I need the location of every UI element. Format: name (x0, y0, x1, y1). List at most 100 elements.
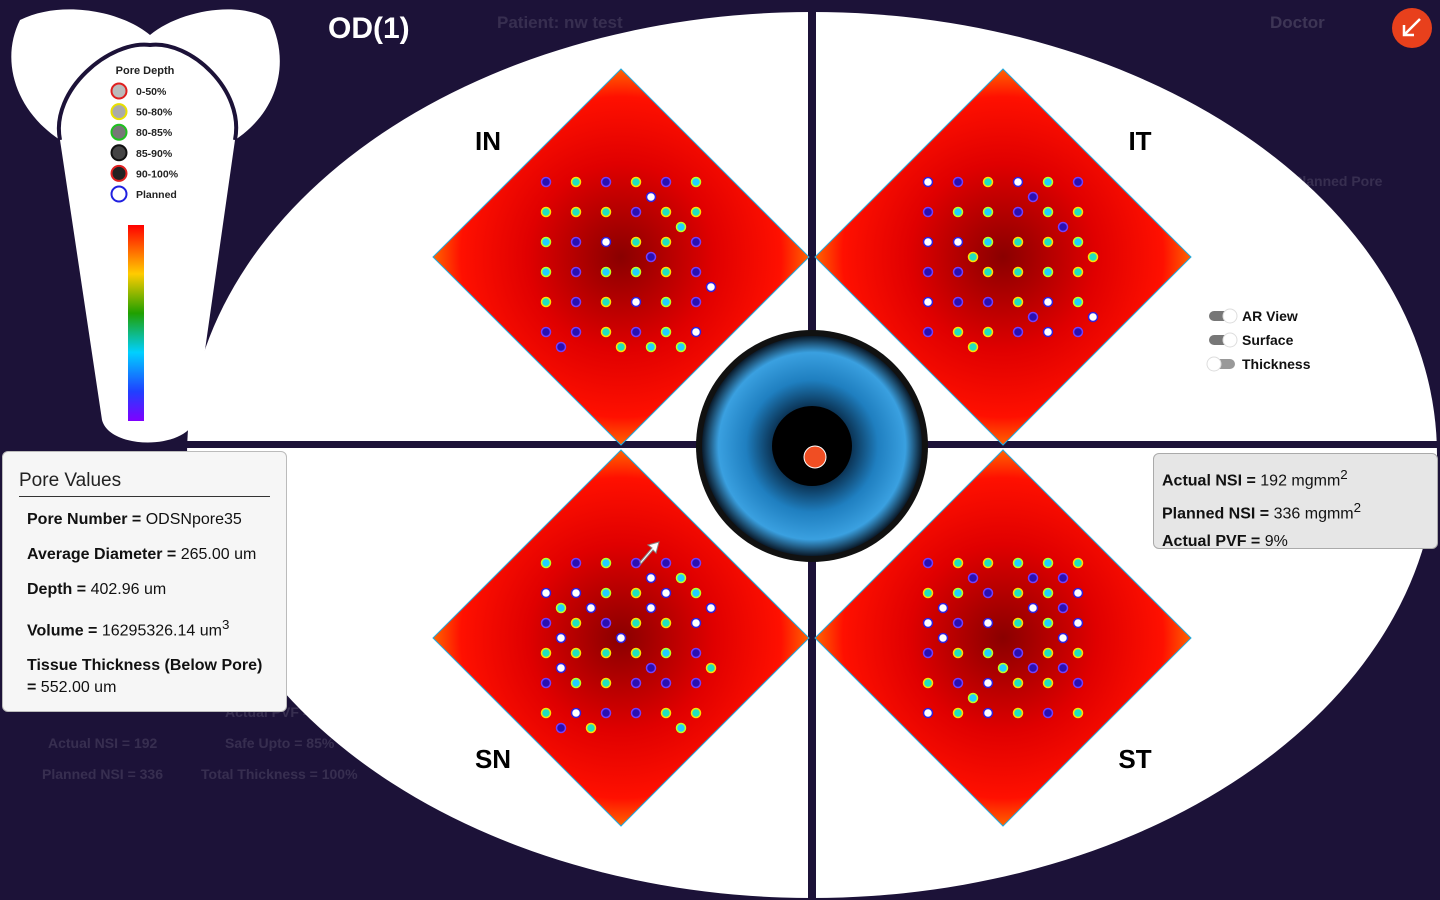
pore[interactable] (982, 266, 994, 278)
pore[interactable] (1072, 677, 1084, 689)
pore[interactable] (1072, 617, 1084, 629)
pore[interactable] (660, 617, 672, 629)
pore[interactable] (540, 326, 552, 338)
pore[interactable] (922, 266, 934, 278)
pore[interactable] (555, 341, 567, 353)
pore[interactable] (922, 677, 934, 689)
pore[interactable] (645, 251, 657, 263)
pore[interactable] (570, 206, 582, 218)
pore[interactable] (1012, 266, 1024, 278)
pore[interactable] (982, 236, 994, 248)
pore[interactable] (555, 632, 567, 644)
pore[interactable] (952, 587, 964, 599)
pore[interactable] (645, 572, 657, 584)
pore[interactable] (555, 602, 567, 614)
pore[interactable] (1012, 587, 1024, 599)
pore[interactable] (660, 206, 672, 218)
pore[interactable] (690, 677, 702, 689)
pore[interactable] (570, 236, 582, 248)
pore[interactable] (922, 176, 934, 188)
pore[interactable] (615, 632, 627, 644)
pore[interactable] (952, 557, 964, 569)
pore[interactable] (922, 557, 934, 569)
pore[interactable] (675, 722, 687, 734)
pore[interactable] (1072, 707, 1084, 719)
pore[interactable] (1012, 677, 1024, 689)
pore[interactable] (540, 617, 552, 629)
pore[interactable] (570, 587, 582, 599)
pore[interactable] (1012, 557, 1024, 569)
pore[interactable] (630, 266, 642, 278)
pore[interactable] (1087, 311, 1099, 323)
pore[interactable] (675, 572, 687, 584)
pore[interactable] (645, 662, 657, 674)
pore[interactable] (952, 206, 964, 218)
pore[interactable] (570, 557, 582, 569)
pore[interactable] (660, 557, 672, 569)
pore[interactable] (1042, 617, 1054, 629)
pore[interactable] (952, 326, 964, 338)
pore[interactable] (1012, 617, 1024, 629)
pore[interactable] (952, 677, 964, 689)
pore[interactable] (952, 296, 964, 308)
pore[interactable] (1012, 707, 1024, 719)
pore[interactable] (1057, 572, 1069, 584)
pore[interactable] (555, 662, 567, 674)
pore[interactable] (630, 206, 642, 218)
pore[interactable] (600, 557, 612, 569)
pore[interactable] (630, 557, 642, 569)
pore[interactable] (630, 236, 642, 248)
pore[interactable] (1012, 176, 1024, 188)
pore[interactable] (997, 662, 1009, 674)
pore[interactable] (952, 176, 964, 188)
pore[interactable] (952, 647, 964, 659)
pore[interactable] (967, 341, 979, 353)
pore[interactable] (630, 617, 642, 629)
pore[interactable] (660, 326, 672, 338)
pore[interactable] (1072, 236, 1084, 248)
pore[interactable] (630, 647, 642, 659)
pore[interactable] (982, 587, 994, 599)
pore[interactable] (1027, 602, 1039, 614)
pore[interactable] (540, 557, 552, 569)
pore[interactable] (660, 236, 672, 248)
pore[interactable] (1027, 572, 1039, 584)
pore[interactable] (1042, 647, 1054, 659)
pore[interactable] (690, 176, 702, 188)
pore[interactable] (1072, 557, 1084, 569)
pore[interactable] (600, 326, 612, 338)
pore[interactable] (1042, 176, 1054, 188)
pore[interactable] (645, 191, 657, 203)
pore[interactable] (982, 326, 994, 338)
pore[interactable] (570, 677, 582, 689)
pore[interactable] (922, 647, 934, 659)
pore[interactable] (690, 707, 702, 719)
pore[interactable] (690, 617, 702, 629)
pore[interactable] (1012, 236, 1024, 248)
pore[interactable] (952, 617, 964, 629)
pore[interactable] (600, 617, 612, 629)
pore[interactable] (1042, 206, 1054, 218)
pore[interactable] (705, 662, 717, 674)
pore[interactable] (540, 206, 552, 218)
pore[interactable] (645, 602, 657, 614)
pore[interactable] (937, 602, 949, 614)
pore[interactable] (690, 266, 702, 278)
pore[interactable] (540, 587, 552, 599)
pore[interactable] (1072, 176, 1084, 188)
pore[interactable] (982, 677, 994, 689)
pore[interactable] (690, 557, 702, 569)
pore[interactable] (540, 707, 552, 719)
pore[interactable] (570, 617, 582, 629)
pore[interactable] (630, 707, 642, 719)
pore[interactable] (1012, 326, 1024, 338)
pore[interactable] (660, 176, 672, 188)
pore[interactable] (1072, 587, 1084, 599)
pore[interactable] (585, 722, 597, 734)
pore[interactable] (1042, 587, 1054, 599)
pore[interactable] (690, 587, 702, 599)
pore[interactable] (1057, 662, 1069, 674)
pore[interactable] (555, 722, 567, 734)
pore[interactable] (952, 236, 964, 248)
pore[interactable] (967, 692, 979, 704)
